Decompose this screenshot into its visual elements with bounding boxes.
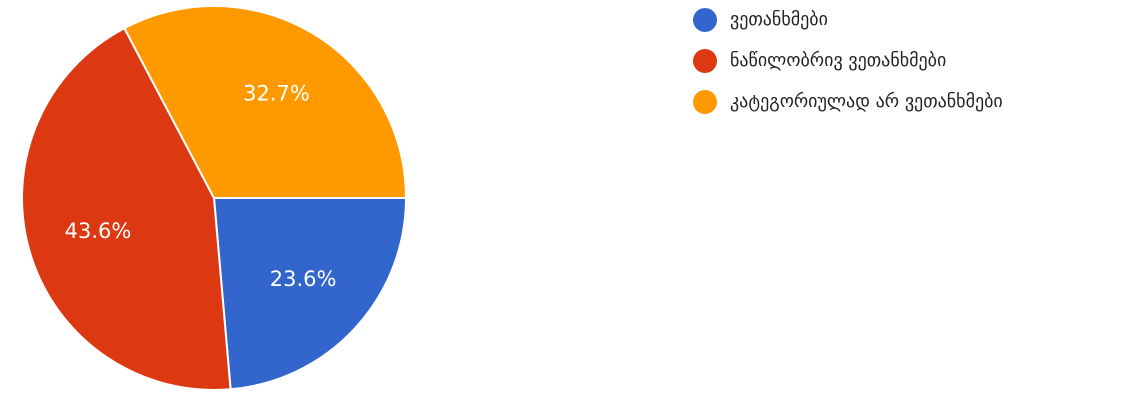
legend-label-1: ვეთანხმები (730, 9, 828, 30)
legend-swatch-3 (693, 90, 717, 114)
legend-label-3: კატეგორიულად არ ვეთანხმები (730, 91, 1003, 112)
legend-swatch-1 (693, 8, 717, 32)
legend-label-2: ნაწილობრივ ვეთანხმები (730, 50, 946, 71)
pie-slices (21, 5, 407, 391)
pie-slice-labels: 23.6% 43.6% 32.7% (65, 81, 337, 290)
pie-slice-3[interactable] (123, 5, 407, 199)
legend: ვეთანხმები ნაწილობრივ ვეთანხმები კატეგორიუ… (693, 8, 1003, 114)
pie-slice-1[interactable] (213, 197, 407, 391)
pie-slice-2[interactable] (21, 27, 232, 391)
slice-label-1: 23.6% (270, 267, 337, 291)
slice-label-2: 43.6% (65, 219, 132, 243)
slice-label-3: 32.7% (243, 81, 310, 105)
legend-swatch-2 (693, 49, 717, 73)
